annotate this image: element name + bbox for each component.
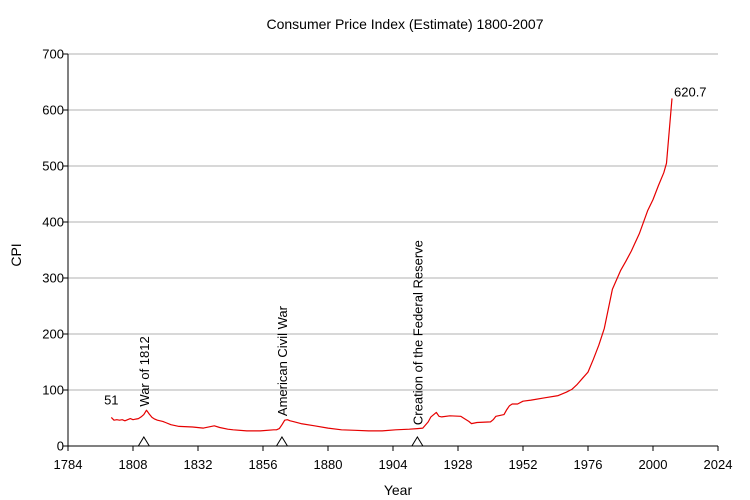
axes [67,54,718,447]
event-marker-triangle [410,436,424,447]
x-tick-label: 1904 [379,457,408,472]
x-axis-label: Year [384,482,413,498]
x-tick-label: 1808 [119,457,148,472]
value-label: 620.7 [674,84,707,99]
series-layer [110,98,673,432]
y-tick-label: 500 [42,159,64,174]
y-tick-label: 400 [42,215,64,230]
x-tick-label: 1928 [444,457,473,472]
cpi-line [110,98,673,432]
grid [68,53,718,391]
y-tick-label: 200 [42,327,64,342]
annotation-label: American Civil War [275,305,290,416]
y-tick-label: 300 [42,271,64,286]
x-tick-label: 1952 [509,457,538,472]
y-axis-label: CPI [8,243,24,266]
annotation-layer: 51 620.7 War of 1812 American Civil War Crea… [104,84,707,447]
event-marker-triangle [137,436,151,447]
x-tick-label: 1832 [184,457,213,472]
chart-title: Consumer Price Index (Estimate) 1800-200… [266,16,543,32]
x-tick-label: 2000 [639,457,668,472]
x-tick-label: 1976 [574,457,603,472]
x-tick-label: 2024 [704,457,733,472]
y-tick-label: 100 [42,383,64,398]
value-label: 51 [104,392,118,407]
x-tick-label: 1880 [314,457,343,472]
y-tick-label: 0 [57,439,64,454]
event-marker-triangle [275,436,289,447]
y-tick-label: 700 [42,47,64,62]
y-tick-label: 600 [42,103,64,118]
x-tick-label: 1784 [54,457,83,472]
x-tick-label: 1856 [249,457,278,472]
annotation-label: War of 1812 [137,336,152,406]
y-axis-ticks: 0 100 200 300 400 500 600 700 [42,47,68,454]
annotation-label: Creation of the Federal Reserve [410,240,425,425]
x-axis-ticks: 1784 1808 1832 1856 1880 1904 1928 1952 1976 2000… [54,446,733,472]
